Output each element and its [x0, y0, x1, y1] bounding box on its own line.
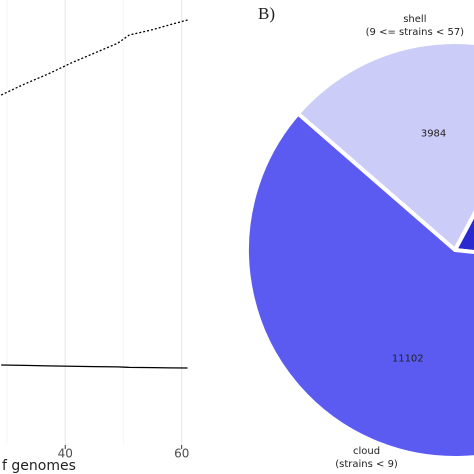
x-axis-label: f genomes — [2, 458, 76, 474]
slice-category-label: shell — [403, 14, 426, 25]
x-tick-label: 60 — [174, 447, 189, 461]
series-line — [0, 19, 188, 96]
slice-value-label: 3984 — [421, 128, 446, 139]
x-tick-label: 40 — [58, 447, 73, 461]
series-line — [1, 364, 188, 369]
slice-category-label: (9 <= strains < 57) — [366, 27, 465, 38]
slice-category-label: cloud — [353, 446, 380, 457]
slice-value-label: 11102 — [392, 354, 424, 365]
slice-category-label: (strains < 9) — [335, 459, 398, 470]
pie-slice — [451, 210, 474, 254]
pie-slice — [245, 110, 474, 460]
panel-label: B) — [258, 4, 275, 23]
pie-slice — [295, 40, 474, 254]
